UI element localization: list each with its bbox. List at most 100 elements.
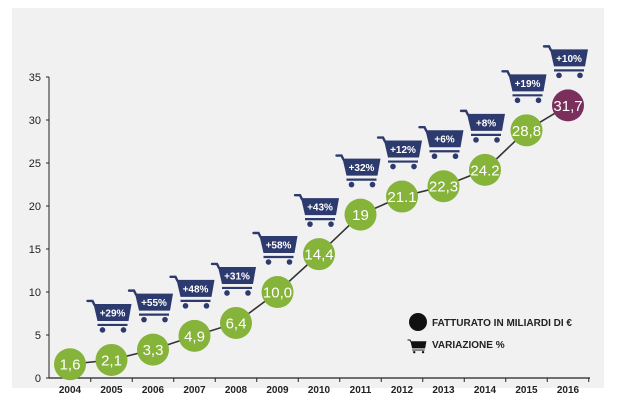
cart-icon: +58%	[252, 231, 298, 265]
cart-handle	[542, 45, 553, 52]
cart-variation-label: +8%	[476, 118, 496, 129]
cart-basket	[259, 236, 298, 253]
cart-icon: +43%	[293, 193, 339, 227]
cart-wheel	[494, 137, 500, 143]
y-tick-label: 30	[29, 115, 41, 127]
x-tick-label: 2009	[266, 385, 289, 396]
cart-icon: +55%	[127, 289, 173, 323]
value-bubble	[510, 114, 543, 147]
cart-handle	[293, 193, 304, 201]
y-tick-label: 10	[29, 287, 41, 299]
cart-basket	[218, 266, 256, 284]
value-label: 22,3	[429, 179, 458, 196]
cart-icon: +10%	[542, 45, 588, 79]
value-bubble	[261, 276, 294, 308]
x-tick-label: 2006	[142, 385, 165, 396]
cart-basket	[550, 49, 588, 67]
cart-basket	[301, 198, 339, 216]
cart-handle	[335, 154, 345, 161]
cart-icon: +32%	[335, 154, 381, 188]
value-bubble	[552, 89, 584, 122]
value-label: 24.2	[470, 162, 499, 179]
value-bubble	[220, 306, 252, 339]
cart-wheel	[162, 316, 168, 323]
cart-wheel	[141, 316, 147, 323]
y-tick-label: 15	[29, 244, 41, 256]
cart-handle	[459, 109, 470, 117]
value-label: 6,4	[226, 315, 247, 332]
x-tick-label: 2008	[225, 385, 248, 396]
legend-marker-circle	[409, 313, 427, 331]
cart-wheel	[535, 97, 542, 104]
cart-wheel	[182, 303, 189, 309]
cart-variation-label: +55%	[141, 298, 167, 309]
value-bubble	[386, 180, 418, 213]
x-tick-label: 2007	[183, 385, 206, 396]
y-tick-label: 0	[35, 373, 41, 385]
value-label: 4,9	[184, 328, 205, 345]
cart-wheel	[203, 303, 210, 309]
cart-icon: +19%	[501, 70, 547, 104]
cart-handle	[127, 289, 138, 296]
cart-variation-label: +6%	[434, 135, 454, 146]
cart-handle	[86, 299, 96, 307]
legend-label: FATTURATO IN MILIARDI DI €	[432, 318, 572, 329]
cart-handle	[169, 275, 179, 283]
cart-basket	[508, 74, 547, 92]
x-tick-label: 2005	[100, 385, 123, 396]
cart-wheel	[473, 137, 479, 143]
y-tick-label: 35	[29, 72, 41, 84]
cart-basket	[384, 140, 422, 158]
value-label: 28,8	[512, 123, 541, 140]
x-tick-label: 2016	[557, 385, 580, 396]
legend-label: VARIAZIONE %	[432, 340, 505, 351]
x-tick-label: 2015	[515, 385, 538, 396]
cart-variation-label: +58%	[266, 241, 292, 252]
cart-wheel	[577, 72, 583, 79]
value-bubble	[427, 170, 460, 203]
cart-handle	[501, 70, 511, 77]
cart-handle	[210, 262, 221, 270]
cart-variation-label: +32%	[349, 163, 375, 174]
value-bubble	[54, 348, 86, 381]
cart-variation-label: +31%	[224, 271, 250, 282]
x-tick-label: 2014	[474, 385, 497, 396]
cart-icon: +12%	[376, 136, 422, 170]
cart-handle	[252, 231, 262, 239]
cart-basket	[176, 279, 215, 297]
cart-handle	[376, 136, 387, 143]
cart-basket	[425, 130, 464, 148]
value-label: 21.1	[387, 189, 416, 206]
cart-wheel	[369, 181, 376, 188]
cart-variation-label: +48%	[183, 284, 209, 295]
cart-variation-label: +12%	[390, 145, 416, 156]
x-tick-label: 2012	[391, 385, 414, 396]
cart-basket	[467, 113, 505, 131]
cart-icon: +48%	[169, 275, 215, 309]
cart-icon: +31%	[210, 262, 256, 296]
cart-basket	[135, 293, 173, 311]
value-label: 31,7	[553, 98, 582, 115]
cart-wheel	[411, 163, 417, 170]
legend-cart-icon	[407, 339, 427, 354]
cart-wheel	[286, 259, 293, 265]
x-tick-label: 2013	[432, 385, 455, 396]
cart-wheel	[265, 259, 272, 265]
value-label: 1,6	[60, 357, 81, 374]
cart-basket	[342, 158, 381, 176]
cart-variation-label: +10%	[556, 54, 582, 65]
cart-handle	[418, 126, 428, 133]
cart-icon: +8%	[459, 109, 505, 143]
cart-wheel	[452, 153, 459, 160]
cart-handle	[407, 339, 412, 343]
value-bubble	[303, 238, 335, 271]
cart-wheel	[307, 221, 313, 227]
cart-wheel	[120, 327, 127, 333]
value-bubble	[178, 319, 211, 352]
value-bubble	[344, 198, 377, 231]
cart-basket	[93, 303, 132, 321]
cart-wheel	[245, 290, 251, 296]
cart-wheel	[328, 221, 334, 227]
